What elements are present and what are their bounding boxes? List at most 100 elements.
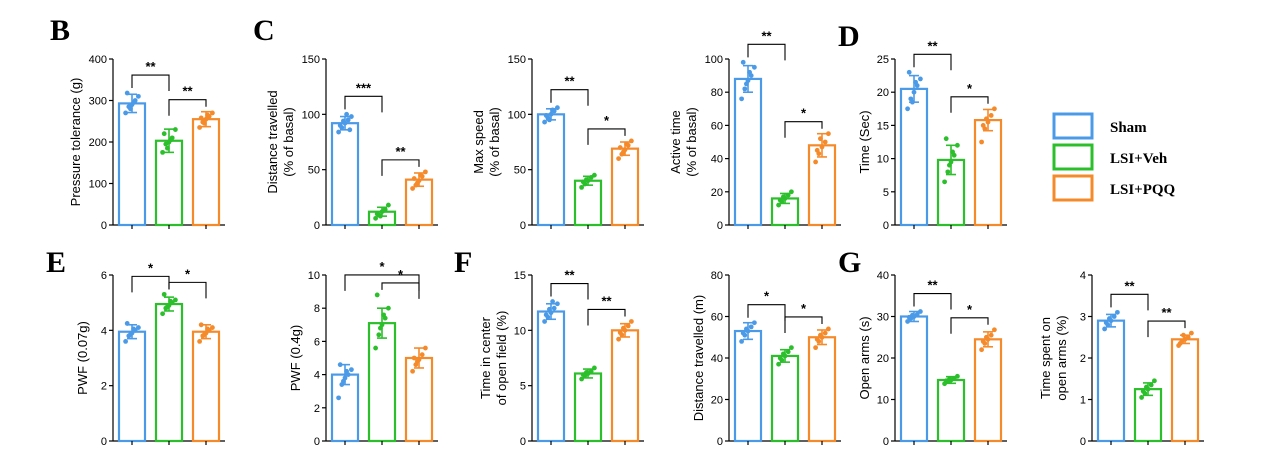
y-tick-label-f2: 40 <box>711 353 723 365</box>
y-tick-label-g2: 2 <box>1080 353 1086 365</box>
data-point-f1-lsi-pqq <box>625 323 631 329</box>
data-point-b-lsi-pqq <box>205 112 211 118</box>
data-point-c2-lsi-pqq <box>621 149 626 155</box>
y-tick-label-b: 100 <box>89 179 107 191</box>
data-point-c3-sham <box>740 59 746 65</box>
data-point-c1-lsi-veh <box>378 213 383 219</box>
data-point-f1-lsi-veh <box>588 368 594 374</box>
data-point-g1-lsi-pqq <box>984 334 989 340</box>
significance-bracket-g1 <box>913 292 952 310</box>
significance-label-f1: ** <box>564 268 575 283</box>
data-point-b-sham <box>127 106 133 112</box>
data-point-c3-lsi-veh <box>785 192 791 198</box>
bar-b-sham <box>117 102 147 227</box>
data-point-f1-sham <box>543 312 549 318</box>
y-tick-label-c3: 80 <box>711 87 723 99</box>
data-point-f2-sham <box>752 320 757 326</box>
data-point-c1-sham <box>344 111 349 117</box>
data-point-b-lsi-veh <box>173 127 178 132</box>
bar-e1-lsi-pqq <box>191 330 221 443</box>
data-point-g1-lsi-veh <box>947 376 952 382</box>
data-point-g2-lsi-veh <box>1144 384 1149 390</box>
significance-label-g2: ** <box>1124 278 1135 293</box>
data-point-g2-sham <box>1111 314 1117 319</box>
y-tick-label-g1: 40 <box>877 270 889 282</box>
legend-label-lsi-pqq: LSI+PQQ <box>1110 182 1176 198</box>
data-point-f2-lsi-veh <box>789 345 794 351</box>
y-tick-label-f1: 15 <box>514 270 526 282</box>
data-point-e2-lsi-pqq <box>423 345 428 351</box>
y-tick-label-g1: 0 <box>883 436 889 448</box>
data-point-c2-sham <box>542 119 547 125</box>
bar-b-lsi-pqq <box>191 118 221 227</box>
y-tick-label-d: 0 <box>883 220 889 232</box>
significance-label-f2: * <box>801 301 807 316</box>
y-tick-label-b: 400 <box>89 54 107 66</box>
data-point-c2-sham <box>555 105 560 111</box>
data-point-f2-lsi-pqq <box>814 336 820 342</box>
y-tick-label-e1: 6 <box>101 270 107 282</box>
y-axis-label-e2: PWF (0.4g) <box>288 325 303 391</box>
significance-bracket-c3 <box>747 43 786 61</box>
data-point-c2-sham <box>543 113 549 118</box>
bar-e1-sham <box>117 330 147 443</box>
y-tick-label-c1: 0 <box>314 220 320 232</box>
data-point-g2-lsi-veh <box>1148 382 1154 388</box>
data-point-c2-lsi-veh <box>579 184 584 190</box>
data-point-e1-lsi-pqq <box>197 339 203 344</box>
data-point-e1-sham <box>123 339 128 344</box>
y-axis-label-c2: Max speed <box>471 110 486 174</box>
data-point-g2-lsi-veh <box>1139 395 1144 400</box>
panel-letter-e: E <box>46 246 66 279</box>
panel-letter-g: G <box>838 246 861 279</box>
data-point-f1-lsi-pqq <box>617 330 623 335</box>
significance-bracket-g1 <box>950 317 989 334</box>
y-axis-label-g2: open arms (%) <box>1054 315 1069 400</box>
data-point-d-lsi-pqq <box>992 106 997 112</box>
y-tick-label-f1: 5 <box>520 381 526 393</box>
data-point-d-sham <box>918 76 923 82</box>
y-axis-label-f1: of open field (%) <box>494 311 509 406</box>
data-point-d-sham <box>913 79 918 85</box>
y-tick-label-b: 300 <box>89 96 107 108</box>
chart-g2: 0 1 2 3 4 Time spent on open arms (%) ** ** <box>1038 270 1204 448</box>
significance-label-c1: *** <box>356 80 372 95</box>
data-point-g1-sham <box>905 319 910 324</box>
data-point-g1-sham <box>910 312 915 318</box>
legend: Sham LSI+Veh LSI+PQQ <box>1052 112 1176 202</box>
y-tick-label-c3: 40 <box>711 154 723 166</box>
data-point-g1-lsi-veh <box>955 373 960 379</box>
y-tick-label-e2: 0 <box>314 436 320 448</box>
data-point-c3-lsi-pqq <box>818 136 823 142</box>
data-point-e2-lsi-pqq <box>415 358 420 364</box>
y-tick-label-c3: 100 <box>705 54 723 66</box>
data-point-g2-lsi-pqq <box>1181 332 1186 338</box>
data-point-e2-lsi-veh <box>378 325 383 331</box>
data-point-d-lsi-pqq <box>988 113 994 118</box>
data-point-c1-sham <box>341 118 346 124</box>
data-point-c2-lsi-veh <box>584 177 589 183</box>
y-axis-label-g2: Time spent on <box>1038 317 1053 399</box>
significance-label-b: ** <box>182 84 193 99</box>
data-point-e2-lsi-veh <box>386 305 391 311</box>
bar-c3-sham <box>733 77 763 227</box>
data-point-f2-sham <box>739 339 744 344</box>
data-point-e1-lsi-pqq <box>210 325 215 330</box>
bar-e2-lsi-veh <box>367 322 397 443</box>
data-point-c1-lsi-pqq <box>423 169 428 175</box>
y-tick-label-g2: 3 <box>1080 312 1086 324</box>
data-point-c3-lsi-veh <box>781 194 786 200</box>
chart-b: 0 100 200 300 400 Pressure tolerance (g) ** ** <box>68 54 225 232</box>
data-point-g2-lsi-veh <box>1140 388 1146 394</box>
y-tick-label-g2: 0 <box>1080 436 1086 448</box>
y-tick-label-c1: 50 <box>308 165 320 177</box>
data-point-e2-sham <box>344 368 349 374</box>
y-tick-label-e1: 0 <box>101 436 107 448</box>
data-point-e2-sham <box>341 378 346 384</box>
data-point-d-lsi-veh <box>943 136 949 142</box>
data-point-f1-lsi-pqq <box>621 325 626 331</box>
data-point-b-sham <box>124 90 130 96</box>
data-point-g1-sham <box>918 309 923 314</box>
y-axis-label-f2: Distance travelled (m) <box>691 295 706 421</box>
significance-bracket-c1 <box>344 95 383 113</box>
